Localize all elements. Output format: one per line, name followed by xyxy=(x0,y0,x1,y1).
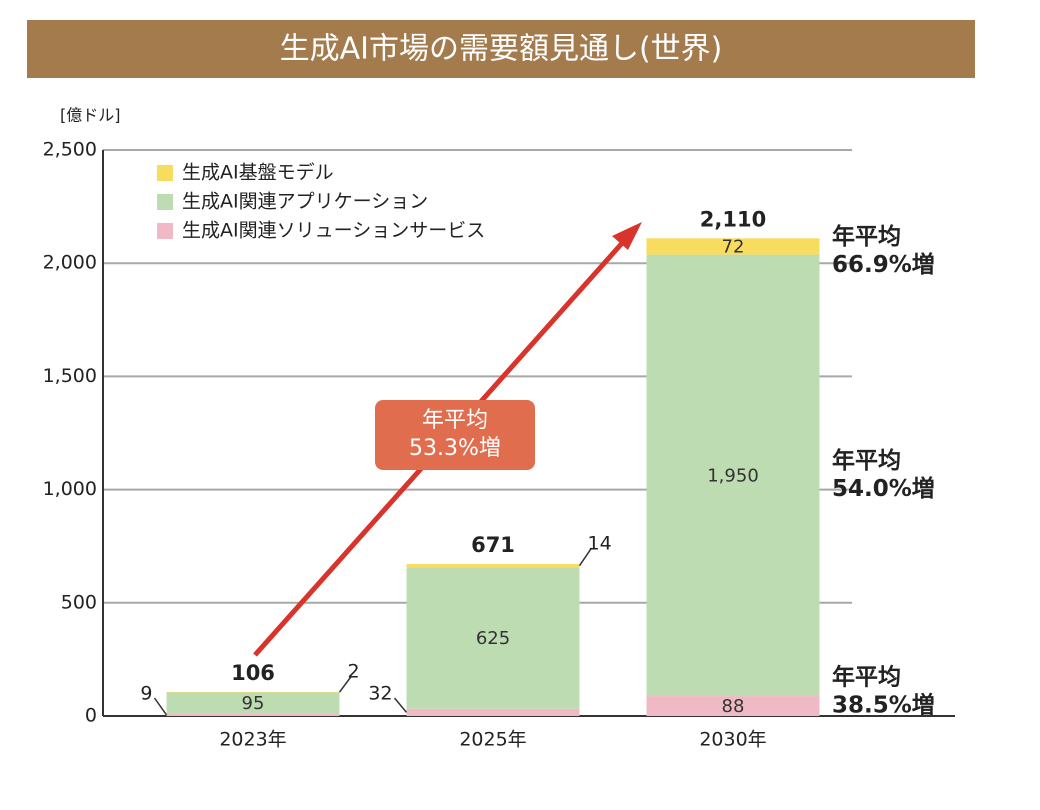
total-label: 2,110 xyxy=(700,207,766,231)
bar-segment xyxy=(406,567,580,709)
leader-line xyxy=(338,675,353,693)
value-label: 625 xyxy=(476,628,510,649)
legend-swatch xyxy=(157,194,173,210)
overall-annotation: 年平均 xyxy=(422,408,488,433)
bar-segment xyxy=(406,564,580,568)
y-tick-label: 0 xyxy=(85,705,97,727)
value-label: 14 xyxy=(588,533,612,555)
value-label: 72 xyxy=(722,236,745,257)
annotation-box xyxy=(375,400,535,470)
chart-title: 生成AI市場の需要額見通し(世界) xyxy=(280,32,723,67)
total-label: 106 xyxy=(231,661,275,685)
bar-segment xyxy=(646,254,820,697)
title-banner xyxy=(27,20,975,78)
bar-segment xyxy=(646,696,820,716)
growth-annotation: 38.5%増 xyxy=(832,692,935,719)
value-label: 9 xyxy=(140,683,152,705)
y-tick-label: 2,500 xyxy=(43,139,97,161)
y-tick-label: 1,500 xyxy=(43,365,97,387)
y-tick-label: 2,000 xyxy=(43,252,97,274)
x-tick-label: 2030年 xyxy=(699,729,766,751)
bar-segment xyxy=(646,238,820,255)
leader-line xyxy=(393,697,408,713)
legend-label: 生成AI基盤モデル xyxy=(182,162,334,184)
value-label: 1,950 xyxy=(707,465,759,486)
bar-segment xyxy=(406,708,580,716)
bar-segment xyxy=(166,692,340,714)
y-unit-label: [億ドル] xyxy=(60,106,121,125)
x-tick-label: 2023年 xyxy=(219,729,286,751)
growth-annotation: 年平均 xyxy=(832,664,901,691)
arrow-head xyxy=(612,222,642,250)
leader-line xyxy=(153,697,168,716)
bar-segment xyxy=(166,713,340,716)
total-label: 671 xyxy=(471,533,515,557)
value-label: 95 xyxy=(242,693,265,714)
leader-line xyxy=(578,547,593,567)
value-label: 2 xyxy=(348,661,360,683)
growth-annotation: 年平均 xyxy=(832,447,901,474)
legend-swatch xyxy=(157,165,173,181)
value-label: 32 xyxy=(368,683,392,705)
y-tick-label: 500 xyxy=(61,591,97,613)
value-label: 88 xyxy=(722,696,745,717)
legend-swatch xyxy=(157,223,173,239)
legend-label: 生成AI関連アプリケーション xyxy=(182,191,428,213)
legend-label: 生成AI関連ソリューションサービス xyxy=(182,220,485,242)
overall-annotation: 53.3%増 xyxy=(409,436,501,461)
growth-annotation: 66.9%増 xyxy=(832,251,935,278)
y-tick-label: 1,000 xyxy=(43,478,97,500)
growth-annotation: 54.0%増 xyxy=(832,475,935,502)
growth-annotation: 年平均 xyxy=(832,223,901,250)
x-tick-label: 2025年 xyxy=(459,729,526,751)
